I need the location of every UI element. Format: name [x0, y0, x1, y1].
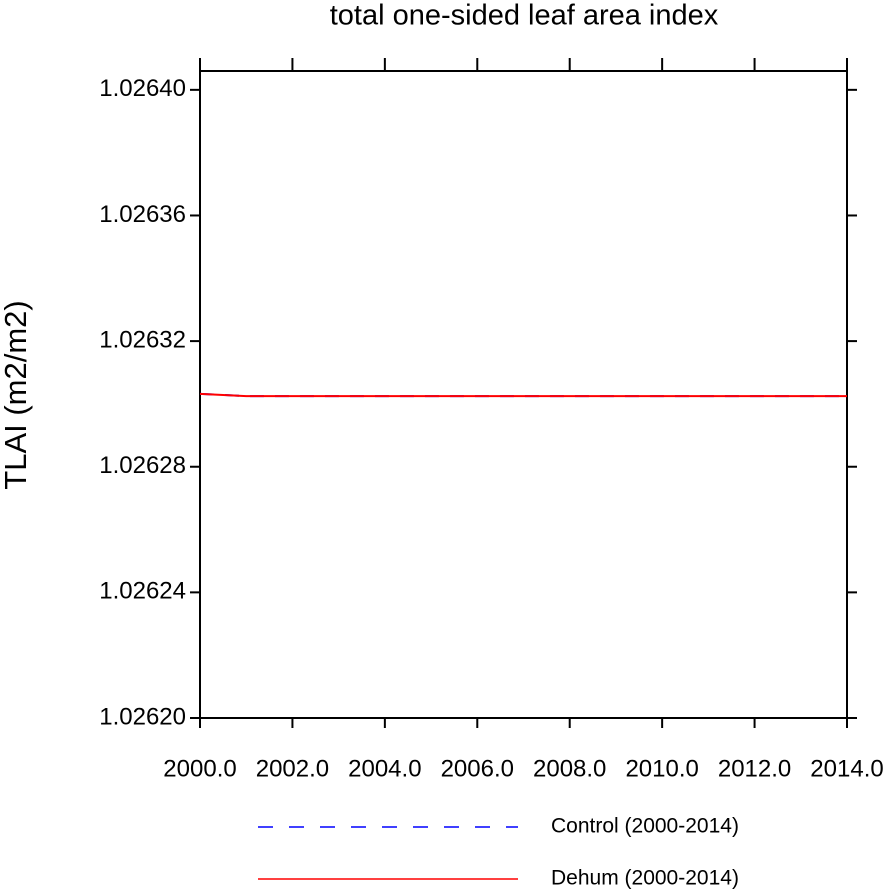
x-tick-label: 2010.0 [625, 755, 698, 782]
x-tick-label: 2002.0 [256, 755, 329, 782]
y-tick-label: 1.02620 [99, 703, 186, 730]
legend-label: Control (2000-2014) [551, 815, 739, 838]
x-tick-label: 2000.0 [163, 755, 236, 782]
y-tick-label: 1.02632 [99, 326, 186, 353]
legend-label: Dehum (2000-2014) [551, 867, 739, 890]
y-tick-label: 1.02636 [99, 201, 186, 228]
plot-frame [199, 70, 848, 719]
chart-title: total one-sided leaf area index [330, 0, 719, 32]
x-tick-label: 2012.0 [718, 755, 791, 782]
x-tick-label: 2008.0 [533, 755, 606, 782]
x-tick-label: 2004.0 [348, 755, 421, 782]
x-tick-label: 2014.0 [810, 755, 883, 782]
y-tick-label: 1.02628 [99, 452, 186, 479]
y-axis-label: TLAI (m2/m2) [0, 300, 33, 489]
y-tick-label: 1.02640 [99, 75, 186, 102]
x-tick-label: 2006.0 [441, 755, 514, 782]
y-tick-label: 1.02624 [99, 578, 186, 605]
data-line [199, 392, 847, 398]
